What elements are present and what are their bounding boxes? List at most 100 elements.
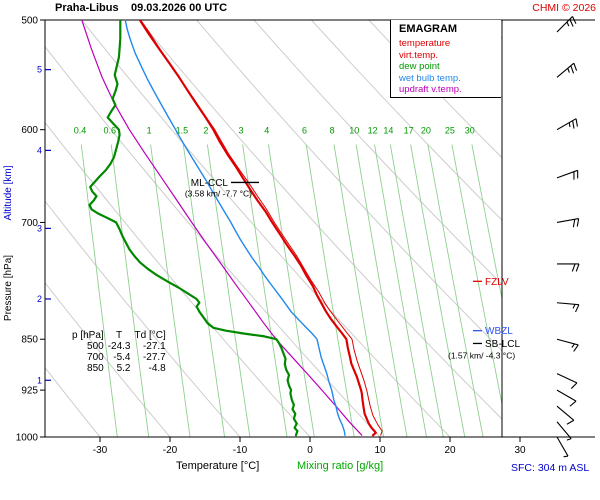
table-cell: -4.8 — [148, 363, 166, 374]
ml-ccl-label: ML-CCL — [191, 178, 229, 189]
altitude-tick-label: 1 — [37, 375, 42, 385]
legend-item-virt-temp: virt.temp. — [399, 49, 439, 61]
wind-barb — [556, 436, 569, 458]
mixing-ratio-label: 0.4 — [74, 126, 87, 136]
station-name: Praha-Libus — [55, 2, 119, 14]
wind-barb — [557, 263, 580, 272]
table-cell: -27.7 — [142, 352, 166, 363]
dry-adiabat-line — [45, 121, 311, 437]
mixing-ratio-line — [389, 144, 444, 437]
dry-adiabat-line — [81, 20, 451, 437]
plot-frame — [44, 19, 595, 438]
series-temperature — [138, 20, 377, 437]
col-pressure: p [hPa] — [72, 330, 104, 341]
table-cell: 500 — [87, 341, 104, 352]
mixing-ratio-line — [80, 144, 118, 437]
dry-adiabat-line — [541, 20, 600, 437]
mixing-ratio-line — [182, 144, 226, 437]
col-temperature: T — [116, 330, 123, 341]
pressure-tick-label: 850 — [21, 335, 38, 346]
series-wet_bulb — [124, 20, 346, 436]
dry-adiabat-line — [45, 366, 101, 437]
legend-title: EMAGRAM — [399, 23, 458, 35]
fzlv-label: FZLV — [485, 277, 509, 288]
legend-item-temperature: temperature — [399, 38, 451, 49]
wind-barb — [556, 421, 572, 441]
wind-barb — [556, 118, 578, 131]
altitude-tick-label: 2 — [37, 294, 42, 304]
mixing-ratio-line — [110, 144, 150, 437]
mixing-ratio-axis-label: Mixing ratio [g/kg] — [297, 460, 384, 472]
pressure-axis-title: Pressure [hPa] — [3, 255, 14, 321]
dry-adiabat-line — [45, 200, 241, 437]
pressure-tick-label: 700 — [21, 218, 38, 229]
legend-item-updraft: updraft v.temp. — [399, 84, 462, 96]
mixing-ratio-label: 6 — [302, 126, 307, 136]
mixing-ratio-line — [451, 144, 502, 407]
table-row: 850 5.2 -4.8 — [70, 363, 168, 374]
wind-barb — [556, 16, 577, 33]
mixing-ratio-line — [427, 144, 484, 437]
dry-adiabat-line — [45, 45, 381, 437]
table-row: 700 -5.4 -27.7 — [70, 352, 168, 363]
dry-adiabat-line — [138, 20, 502, 420]
temperature-tick-label: 30 — [514, 445, 526, 456]
dry-adiabat-line — [253, 20, 502, 286]
dry-adiabat-line — [311, 20, 502, 221]
mixing-ratio-line — [410, 144, 466, 437]
mixing-ratio-label: 30 — [465, 126, 475, 136]
mixing-ratio-label: 12 — [368, 126, 378, 136]
mixing-ratio-label: 0.6 — [104, 126, 117, 136]
mixing-ratio-line — [267, 144, 315, 437]
table-cell: 850 — [87, 363, 104, 374]
wind-barb — [556, 373, 578, 389]
level-data-table: p [hPa] T Td [°C] 500 -24.3 -27.1 700 -5.4 -2… — [70, 330, 168, 374]
series-virt_temp — [140, 20, 383, 436]
level-annotations: ML-CCL(3.58 km/ -7.7 °C) FZLV WBZL SB-LCL(1… — [185, 178, 521, 361]
col-dewpoint: Td [°C] — [134, 330, 166, 341]
pressure-tick-label: 1000 — [16, 433, 39, 444]
mixing-ratio-label: 8 — [330, 126, 335, 136]
pressure-tick-label: 600 — [21, 125, 38, 136]
temperature-tick-label: -20 — [163, 445, 178, 456]
copyright-label: CHMI © 2026 — [532, 2, 596, 14]
table-cell: -24.3 — [107, 341, 131, 352]
sounding-datetime: 09.03.2026 00 UTC — [131, 2, 228, 14]
mixing-ratio-label: 1 — [147, 126, 152, 136]
temperature-axis-label: Temperature [°C] — [176, 460, 260, 472]
ml-ccl-detail: (3.58 km/ -7.7 °C) — [185, 188, 252, 198]
legend-item-dew-point: dew point — [399, 61, 440, 73]
mixing-ratio-label: 14 — [383, 126, 393, 136]
legend-box: EMAGRAM temperature virt.temp. dew point… — [390, 20, 501, 98]
dry-adiabat-line — [368, 20, 502, 159]
table-header-row: p [hPa] T Td [°C] — [70, 330, 168, 341]
mixing-ratio-label: 10 — [349, 126, 359, 136]
wind-barb — [556, 389, 577, 407]
wind-barb — [556, 169, 579, 180]
pressure-tick-label: 925 — [21, 386, 38, 397]
dry-adiabat-line — [483, 20, 502, 40]
mixing-ratio-line — [150, 144, 191, 437]
mixing-ratio-line — [206, 144, 251, 437]
altitude-tick-label: 3 — [37, 223, 42, 233]
altitude-tick-label: 5 — [37, 65, 42, 75]
altitude-tick-label: 4 — [37, 145, 42, 155]
wind-barb — [556, 338, 579, 352]
wind-barbs — [556, 16, 580, 458]
temperature-tick-label: 0 — [307, 445, 313, 456]
mixing-ratio-line — [305, 144, 355, 437]
surface-elevation-label: SFC: 304 m ASL — [511, 462, 590, 474]
table-cell: 700 — [87, 352, 104, 363]
mixing-ratio-label: 2 — [203, 126, 208, 136]
dry-adiabat-line — [196, 20, 502, 352]
mixing-ratio-line — [471, 144, 502, 302]
table-cell: -5.4 — [113, 352, 131, 363]
mixing-ratio-line — [242, 144, 288, 437]
temperature-tick-label: 20 — [444, 445, 456, 456]
mixing-ratio-line — [355, 144, 408, 437]
wind-barb — [556, 218, 580, 228]
sb-lcl-label: SB-LCL — [485, 339, 520, 350]
mixing-ratio-label: 4 — [264, 126, 269, 136]
